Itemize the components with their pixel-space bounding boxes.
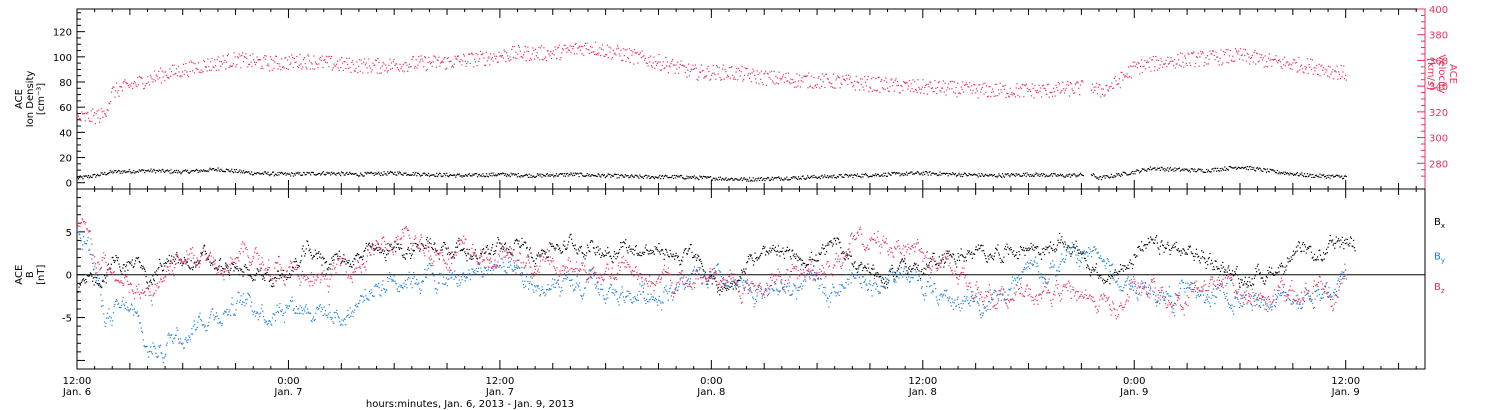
ion-density-tick-label: 60 <box>59 103 72 114</box>
time-tick-label: 12:00 <box>908 376 937 387</box>
velocity-label-line: Velocity <box>1436 54 1447 93</box>
velocity-tick-label: 300 <box>1429 134 1448 145</box>
time-axis-title: hours:minutes, Jan. 6, 2013 - Jan. 9, 20… <box>366 399 574 410</box>
time-tick-label: 0:00 <box>277 376 299 387</box>
magnetic-field-panel: -5 0 5 ACEB[nT] Bx By Bz <box>14 188 1445 370</box>
legend-bx: Bx <box>1434 217 1445 230</box>
ion-density-axis-label: ACEIon Density[cm⁻³] <box>14 71 47 128</box>
velocity-tick-label: 360 <box>1429 56 1448 67</box>
ion-density-label-line: ACE <box>14 89 25 109</box>
velocity-tick-label: 380 <box>1429 31 1448 42</box>
velocity-axis-label: ACEVelocity[km/s] <box>1425 54 1458 93</box>
by-points <box>77 230 1347 364</box>
magnetic-label-line: ACE <box>14 265 25 285</box>
date-tick-label: Jan. 9 <box>1331 387 1360 398</box>
time-tick-label: 0:00 <box>1123 376 1145 387</box>
date-tick-label: Jan. 9 <box>1119 387 1148 398</box>
date-tick-label: Jan. 6 <box>62 387 91 398</box>
component-legend: Bx By Bz <box>1434 217 1445 295</box>
ion-density-points <box>77 165 1347 182</box>
velocity-tick-label: 280 <box>1429 159 1448 170</box>
magnetic-tick-label: 0 <box>66 271 72 282</box>
legend-by: By <box>1434 251 1445 264</box>
ion-density-tick-label: 20 <box>59 154 72 165</box>
velocity-label-line: [km/s] <box>1425 58 1436 90</box>
velocity-tick-label: 340 <box>1429 82 1448 93</box>
ion-density-label-line: [cm⁻³] <box>36 83 47 115</box>
velocity-tick-label: 400 <box>1429 5 1448 16</box>
magnetic-label-line: B <box>25 271 36 278</box>
magnetic-label-line: [nT] <box>36 264 47 284</box>
ion-density-label-line: Ion Density <box>25 71 36 128</box>
ion-density-tick-label: 40 <box>59 128 72 139</box>
ion-density-tick-label: 80 <box>59 78 72 89</box>
date-tick-label: Jan. 7 <box>485 387 514 398</box>
date-tick-label: Jan. 7 <box>273 387 302 398</box>
plasma-panel-frame <box>76 8 1426 190</box>
plasma-data-points <box>77 41 1347 182</box>
velocity-points <box>77 41 1347 125</box>
magnetic-panel-frame <box>76 188 1426 370</box>
time-tick-label: 12:00 <box>485 376 514 387</box>
time-tick-label: 0:00 <box>700 376 722 387</box>
magnetic-tick-label: 5 <box>66 228 72 239</box>
magnetic-data-points <box>77 218 1356 364</box>
velocity-tick-label: 320 <box>1429 108 1448 119</box>
ion-density-tick-label: 0 <box>66 179 72 190</box>
ion-density-axis: 0 20 40 60 80 100 120 <box>53 12 85 190</box>
velocity-label-line: ACE <box>1447 64 1458 84</box>
date-tick-label: Jan. 8 <box>908 387 937 398</box>
time-tick-label: 12:00 <box>63 376 92 387</box>
magnetic-field-axis-label: ACEB[nT] <box>14 264 47 284</box>
ion-density-tick-label: 120 <box>53 28 72 39</box>
magnetic-tick-label: -5 <box>62 314 72 325</box>
time-tick-label: 12:00 <box>1331 376 1360 387</box>
date-tick-label: Jan. 8 <box>696 387 725 398</box>
legend-bz: Bz <box>1434 282 1445 295</box>
bx-points <box>77 232 1356 296</box>
ion-density-tick-label: 100 <box>53 53 72 64</box>
bz-points <box>77 218 1347 320</box>
velocity-axis: 280 300 320 340 360 380 400 <box>1417 5 1448 189</box>
plasma-panel: 0 20 40 60 80 100 120 280 300 320 340 360 380 400 AC… <box>14 5 1458 190</box>
